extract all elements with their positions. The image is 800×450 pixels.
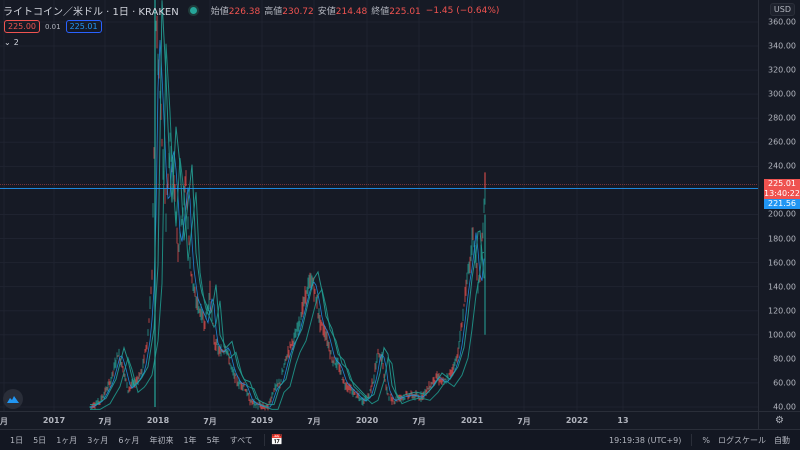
price-tick: 80.00 xyxy=(773,354,796,364)
price-tick: 120.00 xyxy=(768,306,796,316)
range-button[interactable]: すべて xyxy=(229,435,253,445)
symbol-title[interactable]: ライトコイン／米ドル · 1日 · KRAKEN xyxy=(3,7,179,18)
tradingview-logo-button[interactable] xyxy=(3,389,23,409)
ohlc-label: 安値 xyxy=(317,7,336,17)
time-tick: 7月 xyxy=(517,417,531,426)
symbol-legend: ライトコイン／米ドル · 1日 · KRAKEN 始値226.38 高値230.7… xyxy=(3,3,500,19)
bottom-toolbar: 1日 5日 1ヶ月 3ヶ月 6ヶ月 年初来 1年 5年 すべて 📅 19:19:38 (UTC+… xyxy=(0,429,800,450)
ohlc-label: 終値 xyxy=(371,7,390,17)
range-button[interactable]: 6ヶ月 xyxy=(118,435,140,445)
range-button[interactable]: 年初来 xyxy=(149,435,174,445)
ohlc-values: 始値226.38 高値230.72 安値214.48 終値225.01 xyxy=(207,4,421,17)
time-tick: 7月 xyxy=(412,417,426,426)
buy-button[interactable]: 225.01 xyxy=(65,20,102,33)
ohlc-label: 高値 xyxy=(264,7,283,17)
price-tick: 40.00 xyxy=(773,402,796,412)
time-tick: 7月 xyxy=(307,417,321,426)
time-tick: 月 xyxy=(0,417,8,426)
price-tick: 100.00 xyxy=(768,330,796,340)
date-range-buttons: 1日 5日 1ヶ月 3ヶ月 6ヶ月 年初来 1年 5年 すべて xyxy=(0,435,258,446)
ohlc-label: 始値 xyxy=(210,7,229,17)
gear-icon: ⚙ xyxy=(775,415,784,426)
chart-pane[interactable] xyxy=(0,0,758,411)
price-tick: 300.00 xyxy=(768,89,796,99)
ohlc-value: 225.01 xyxy=(389,7,421,17)
time-tick: 7月 xyxy=(98,417,112,426)
price-axis[interactable]: USD 225.01 13:40:22 221.56 360.00 340.00 3… xyxy=(758,0,800,411)
market-status-icon xyxy=(189,7,197,14)
percent-toggle[interactable]: % xyxy=(702,435,710,445)
trade-panel: 225.00 0.01 225.01 xyxy=(4,20,102,33)
crosshair-price-label: 221.56 xyxy=(764,199,800,209)
chevron-down-icon: ⌄ xyxy=(4,38,11,47)
ohlc-value: 226.38 xyxy=(228,7,261,17)
clock-time[interactable]: 19:19:38 (UTC+9) xyxy=(609,435,682,445)
price-tick: 320.00 xyxy=(768,65,796,75)
price-tick: 280.00 xyxy=(768,113,796,123)
time-tick: 2022 xyxy=(565,416,589,425)
price-tick: 240.00 xyxy=(768,161,796,171)
time-tick: 2021 xyxy=(460,416,484,425)
countdown-label: 13:40:22 xyxy=(764,189,800,199)
time-tick: 2017 xyxy=(42,416,66,425)
currency-badge[interactable]: USD xyxy=(769,3,795,16)
time-tick: 7月 xyxy=(203,417,217,426)
time-tick: 2020 xyxy=(355,416,379,425)
chart-settings-button[interactable]: ⚙ xyxy=(758,411,800,429)
indicators-toggle[interactable]: ⌄ 2 xyxy=(4,38,19,47)
auto-scale-toggle[interactable]: 自動 xyxy=(774,435,790,445)
price-tick: 260.00 xyxy=(768,137,796,147)
divider xyxy=(691,434,693,446)
price-tick: 160.00 xyxy=(768,258,796,268)
price-chart[interactable] xyxy=(0,0,758,411)
range-button[interactable]: 5日 xyxy=(33,435,47,445)
price-tick: 200.00 xyxy=(768,209,796,219)
ohlc-value: 214.48 xyxy=(335,7,368,17)
time-tick: 13 xyxy=(617,416,629,425)
ohlc-value: 230.72 xyxy=(282,7,314,17)
range-button[interactable]: 1日 xyxy=(10,435,24,445)
price-tick: 340.00 xyxy=(768,41,796,51)
cloud-logo-icon xyxy=(7,396,19,403)
range-button[interactable]: 3ヶ月 xyxy=(87,435,109,445)
range-button[interactable]: 1ヶ月 xyxy=(56,435,78,445)
log-scale-toggle[interactable]: ログスケール xyxy=(718,435,766,445)
sell-button[interactable]: 225.00 xyxy=(4,20,40,33)
price-tick: 360.00 xyxy=(768,17,796,27)
go-to-date-icon[interactable]: 📅 xyxy=(270,434,284,446)
price-tick: 60.00 xyxy=(773,378,796,388)
price-tick: 140.00 xyxy=(768,282,796,292)
divider xyxy=(263,434,265,446)
time-axis[interactable]: 月 2017 7月 2018 7月 2019 7月 2020 7月 2021 7月 2022 13 xyxy=(0,411,758,429)
price-change: −1.45 (−0.64%) xyxy=(425,5,500,16)
range-button[interactable]: 1年 xyxy=(183,435,197,445)
indicator-count: 2 xyxy=(13,38,19,47)
price-tick: 180.00 xyxy=(768,234,796,244)
spread-value: 0.01 xyxy=(45,22,61,31)
range-button[interactable]: 5年 xyxy=(206,435,220,445)
time-tick: 2019 xyxy=(250,416,274,425)
time-tick: 2018 xyxy=(146,416,170,425)
last-price-label: 225.01 xyxy=(764,179,800,189)
